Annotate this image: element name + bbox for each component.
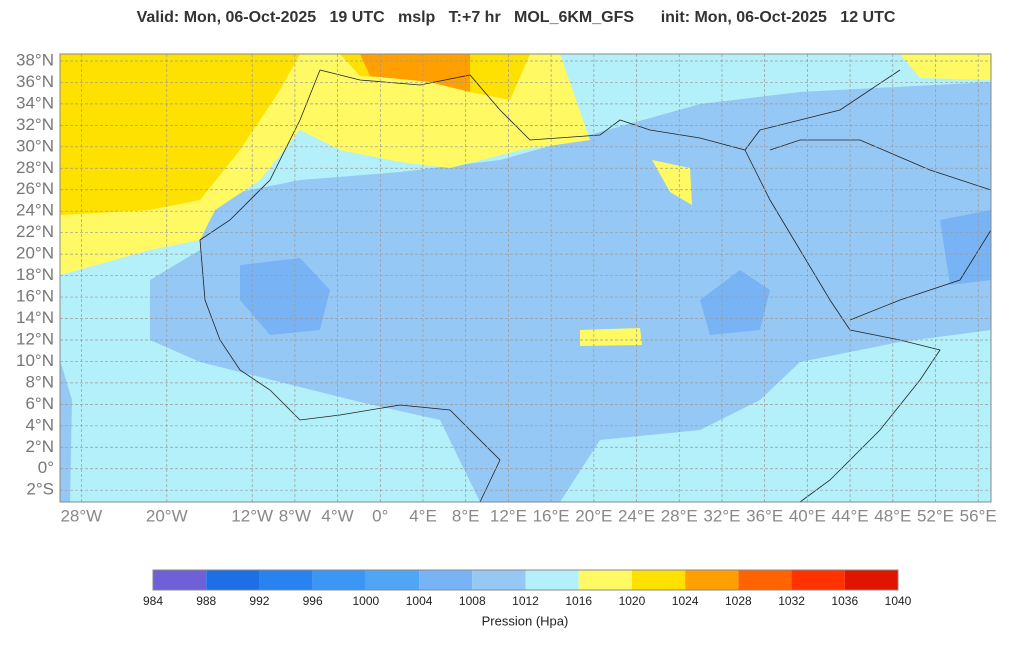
lon-label: 56°E [960, 506, 997, 525]
lat-label: 4°N [25, 415, 54, 434]
lon-label: 48°E [874, 506, 911, 525]
colorbar-tick-label: 1016 [565, 594, 592, 608]
lon-label: 28°E [661, 506, 698, 525]
lon-label: 8°W [279, 506, 311, 525]
lon-label: 20°E [575, 506, 612, 525]
colorbar-swatch [259, 570, 313, 590]
lat-label: 30°N [16, 136, 54, 155]
grid [60, 54, 991, 502]
map-frame [59, 53, 992, 503]
colorbar-swatch [312, 570, 366, 590]
lat-label: 8°N [25, 372, 54, 391]
coastline [319, 69, 901, 151]
colorbar-tick-label: 1004 [406, 594, 433, 608]
lon-label: 44°E [832, 506, 869, 525]
colorbar-tick-label: 996 [303, 594, 323, 608]
colorbar-swatch [206, 570, 260, 590]
field-1008 [150, 82, 991, 502]
colorbar-swatch [419, 570, 473, 590]
lon-label: 20°W [146, 506, 188, 525]
lat-label: 38°N [16, 50, 54, 69]
lon-label: 32°E [703, 506, 740, 525]
map-fields [60, 54, 992, 503]
field-1016 [580, 328, 642, 346]
lat-label: 6°N [25, 394, 54, 413]
colorbar-tick-label: 1008 [459, 594, 486, 608]
field-1020 [60, 54, 300, 215]
lat-label: 36°N [16, 72, 54, 91]
colorbar-swatch [844, 570, 898, 590]
field-1016 [652, 160, 692, 205]
colorbar-tick-label: 1028 [725, 594, 752, 608]
lon-label: 40°E [789, 506, 826, 525]
lon-label: 16°E [533, 506, 570, 525]
lat-label: 18°N [16, 265, 54, 284]
colorbar: 984 988 992 996 1000 1004 1008 1012 1016 1020 1024… [143, 569, 912, 608]
lat-label: 28°N [16, 158, 54, 177]
colorbar-tick-label: 1040 [885, 594, 912, 608]
lat-label: 20°N [16, 244, 54, 263]
colorbar-tick-label: 1036 [831, 594, 858, 608]
lon-label: 52°E [917, 506, 954, 525]
lon-label: 24°E [618, 506, 655, 525]
colorbar-tick-label: 1024 [672, 594, 699, 608]
colorbar-swatch [153, 570, 207, 590]
title: Valid: Mon, 06-Oct-2025 19 UTC mslp T:+7… [137, 9, 896, 26]
colorbar-tick-label: 1020 [619, 594, 646, 608]
lat-label: 0° [38, 458, 54, 477]
colorbar-tick-label: 988 [196, 594, 216, 608]
lon-label: 4°E [409, 506, 437, 525]
colorbar-swatch [472, 570, 526, 590]
colorbar-swatch [525, 570, 579, 590]
coastline [199, 69, 501, 503]
lat-label: 26°N [16, 179, 54, 198]
colorbar-tick-label: 992 [249, 594, 269, 608]
lat-label: 22°N [16, 222, 54, 241]
colorbar-swatch [578, 570, 632, 590]
lat-label: 2°S [26, 480, 54, 499]
colorbar-swatch [685, 570, 739, 590]
lat-label: 2°N [25, 437, 54, 456]
lat-label: 34°N [16, 93, 54, 112]
colorbar-tick-label: 1000 [353, 594, 380, 608]
lon-label: 28°W [60, 506, 102, 525]
colorbar-frame [152, 569, 899, 591]
field-1008 [60, 360, 72, 502]
lat-label: 32°N [16, 115, 54, 134]
lon-label: 0° [372, 506, 388, 525]
lon-label: 12°E [490, 506, 527, 525]
lon-label: 4°W [321, 506, 353, 525]
lat-label: 12°N [16, 329, 54, 348]
lon-label: 8°E [452, 506, 480, 525]
lat-label: 10°N [16, 351, 54, 370]
colorbar-swatch [791, 570, 845, 590]
colorbar-label: Pression (Hpa) [482, 613, 569, 628]
colorbar-tick-label: 1032 [778, 594, 805, 608]
colorbar-swatch [365, 570, 420, 590]
field-1004 [240, 258, 330, 335]
field-1016 [900, 54, 991, 80]
colorbar-tick-label: 1012 [512, 594, 539, 608]
lat-label: 16°N [16, 287, 54, 306]
colorbar-swatch [631, 570, 686, 590]
lat-label: 14°N [16, 308, 54, 327]
lat-label: 24°N [16, 201, 54, 220]
lon-label: 12°W [231, 506, 273, 525]
colorbar-swatch [738, 570, 792, 590]
colorbar-tick-label: 984 [143, 594, 163, 608]
lon-label: 36°E [746, 506, 783, 525]
